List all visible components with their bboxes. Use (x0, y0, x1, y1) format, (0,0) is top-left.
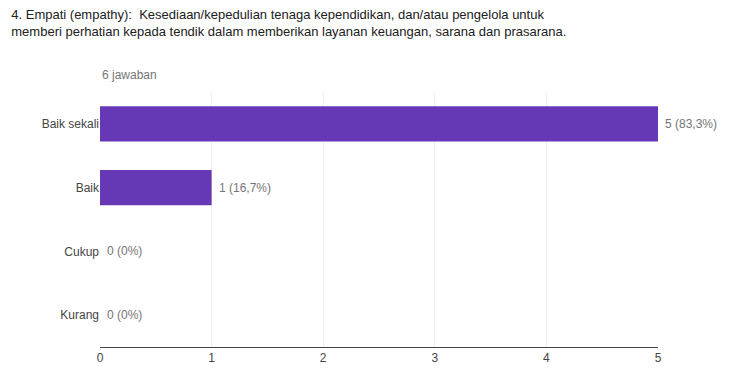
svg-text:5: 5 (655, 351, 662, 365)
svg-text:Kurang: Kurang (60, 308, 99, 322)
svg-text:Cukup: Cukup (64, 245, 99, 259)
svg-text:4. Empati (empathy): Kesediaa: 4. Empati (empathy): Kesediaan/kepedulia… (11, 7, 566, 39)
svg-text:2: 2 (320, 351, 327, 365)
svg-text:0 (0%): 0 (0%) (107, 244, 142, 258)
svg-text:3: 3 (431, 351, 438, 365)
svg-text:Baik: Baik (76, 181, 100, 195)
svg-text:0: 0 (97, 351, 104, 365)
svg-text:0 (0%): 0 (0%) (107, 308, 142, 322)
svg-text:1 (16,7%): 1 (16,7%) (219, 181, 271, 195)
svg-text:5 (83,3%): 5 (83,3%) (665, 117, 717, 131)
svg-text:1: 1 (208, 351, 215, 365)
svg-text:6 jawaban: 6 jawaban (102, 68, 157, 82)
svg-text:Baik sekali: Baik sekali (42, 117, 99, 131)
svg-text:4: 4 (543, 351, 550, 365)
